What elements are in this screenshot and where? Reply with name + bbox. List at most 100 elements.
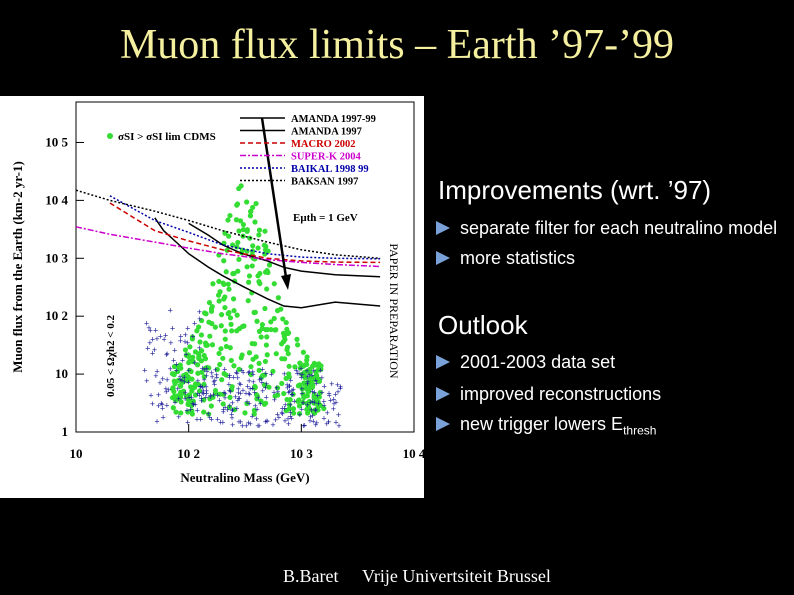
green-point: [219, 312, 224, 317]
blue-point: +: [321, 396, 326, 406]
green-point: [223, 328, 228, 333]
blue-point: +: [175, 384, 180, 394]
y-tick-label: 1: [62, 424, 69, 439]
blue-point: +: [154, 416, 159, 426]
blue-point: +: [197, 343, 202, 353]
green-point: [252, 341, 257, 346]
footer-author: B.Baret: [283, 566, 339, 587]
blue-point: +: [163, 384, 168, 394]
outlook-item-3-text: new trigger lowers E: [460, 414, 623, 434]
green-point: [210, 281, 215, 286]
blue-point: +: [299, 404, 304, 414]
green-point: [221, 282, 226, 287]
blue-point: +: [275, 410, 280, 420]
green-point: [234, 328, 239, 333]
green-point: [287, 364, 292, 369]
green-point: [294, 337, 299, 342]
blue-point: +: [310, 386, 315, 396]
paper-stamp: PAPER IN PREPARATION: [387, 243, 401, 378]
legend-label: BAIKAL 1998 99: [291, 164, 369, 175]
blue-point: +: [256, 421, 261, 431]
blue-point: +: [274, 383, 279, 393]
blue-point: +: [183, 388, 188, 398]
green-point: [262, 229, 267, 234]
green-point: [264, 286, 269, 291]
blue-point: +: [246, 376, 251, 386]
blue-point: +: [148, 390, 153, 400]
blue-point: +: [221, 405, 226, 415]
flux-limits-plot: + + + + + + + + + + + + + + + + + + + + + + + + + + + + + + + + + + + + + + + +…: [0, 96, 424, 498]
green-point: [272, 316, 277, 321]
green-point: [273, 327, 278, 332]
green-point: [224, 269, 229, 274]
blue-point: +: [185, 417, 190, 427]
x-tick-label: 10 4: [403, 446, 424, 461]
legend-label: SUPER-K 2004: [291, 152, 361, 163]
blue-point: +: [165, 349, 170, 359]
green-point: [244, 264, 249, 269]
green-point: [263, 359, 268, 364]
green-note-marker: [107, 133, 113, 139]
blue-point: +: [142, 366, 147, 376]
green-point: [226, 310, 231, 315]
blue-point: +: [282, 369, 287, 379]
blue-point: +: [244, 397, 249, 407]
blue-point: +: [144, 376, 149, 386]
green-point: [199, 332, 204, 337]
bullet-arrow-icon: [436, 355, 450, 369]
green-point: [209, 321, 214, 326]
legend-label: AMANDA 1997-99: [291, 114, 376, 125]
blue-point: +: [157, 378, 162, 388]
green-point: [221, 296, 226, 301]
blue-point: +: [331, 404, 336, 414]
blue-point: +: [335, 387, 340, 397]
green-point: [217, 298, 222, 303]
blue-point: +: [220, 418, 225, 428]
green-point: [231, 308, 236, 313]
blue-point: +: [333, 418, 338, 428]
green-note: σSI > σSI lim CDMS: [118, 131, 216, 143]
blue-point: +: [264, 379, 269, 389]
green-point: [235, 313, 240, 318]
green-point: [256, 232, 261, 237]
blue-point: +: [255, 405, 260, 415]
blue-point: +: [160, 412, 165, 422]
blue-point: +: [197, 307, 202, 317]
blue-point: +: [236, 417, 241, 427]
blue-point: +: [164, 400, 169, 410]
bullet-clip: separate filter for each neutralino mode…: [430, 214, 794, 274]
green-point: [250, 357, 255, 362]
green-point: [279, 356, 284, 361]
left-note: 0.05 < Ωχh2 < 0.2: [105, 314, 117, 397]
improvement-item-2: more statistics: [436, 248, 575, 269]
green-point: [286, 351, 291, 356]
blue-point: +: [171, 355, 176, 365]
blue-point: +: [158, 332, 163, 342]
blue-point: +: [182, 377, 187, 387]
green-point: [235, 240, 240, 245]
blue-point: +: [263, 417, 268, 427]
blue-point: +: [168, 364, 173, 374]
blue-point: +: [170, 323, 175, 333]
outlook-title: Outlook: [438, 310, 528, 341]
green-point: [209, 403, 214, 408]
y-tick-label: 10 3: [45, 250, 68, 265]
blue-point: +: [311, 366, 316, 376]
blue-point: +: [291, 385, 296, 395]
blue-point: +: [260, 365, 265, 375]
blue-point: +: [319, 373, 324, 383]
blue-point: +: [198, 415, 203, 425]
green-point: [219, 377, 224, 382]
green-point: [284, 327, 289, 332]
green-point: [202, 310, 207, 315]
green-point: [205, 343, 210, 348]
bullet-arrow-icon: [436, 417, 450, 431]
green-point: [245, 229, 250, 234]
green-point: [280, 316, 285, 321]
green-point: [272, 281, 277, 286]
green-point: [207, 334, 212, 339]
green-point: [220, 356, 225, 361]
green-point: [252, 219, 257, 224]
blue-point: +: [190, 332, 195, 342]
green-point: [242, 410, 247, 415]
